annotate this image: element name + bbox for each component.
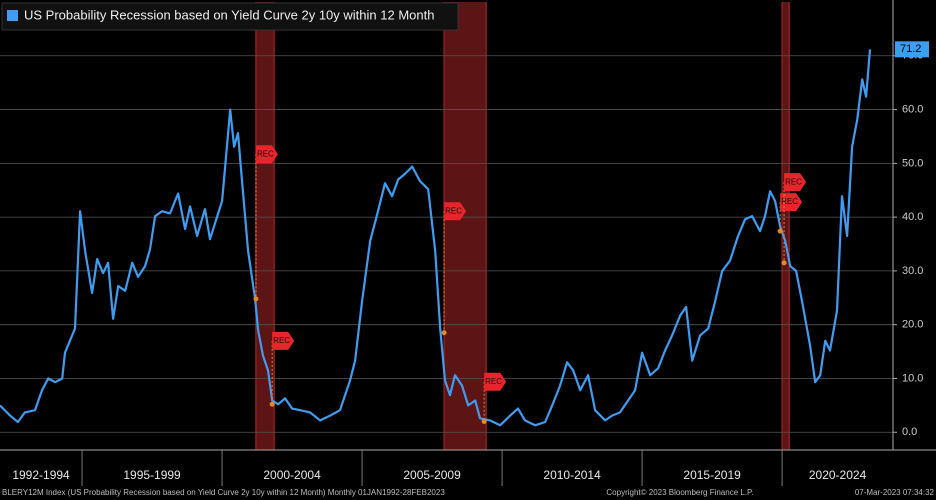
annotation-flag [780, 193, 803, 212]
y-tick-label: 30.0 [902, 265, 923, 277]
annotation-label: REC [257, 149, 274, 158]
annotation-flag [255, 145, 278, 164]
annotation-label: REC [785, 177, 802, 186]
x-band-label: 1995-1999 [123, 468, 181, 482]
legend-box [1, 2, 459, 31]
legend-label: US Probability Recession based on Yield … [24, 7, 434, 22]
recession-band [782, 2, 790, 450]
x-band-label: 2015-2019 [683, 468, 741, 482]
legend: US Probability Recession based on Yield … [1, 2, 459, 31]
footer-center: Copyright© 2023 Bloomberg Finance L.P. [606, 488, 753, 497]
series-line [0, 49, 872, 427]
annotation-point [781, 260, 787, 266]
annotation-point [269, 401, 275, 407]
annotation-flag [444, 202, 467, 221]
annotation-flag [272, 331, 295, 350]
y-tick-label: 0.0 [902, 426, 917, 438]
annotation-label: REC [485, 377, 502, 386]
last-value-tag [895, 41, 929, 58]
y-tick-label: 10.0 [902, 372, 923, 384]
x-band-label: 2000-2004 [263, 468, 321, 482]
annotation-point [777, 228, 783, 234]
y-tick-label: 60.0 [902, 103, 923, 115]
annotation-label: REC [273, 336, 290, 345]
annotation-flag [784, 173, 807, 192]
x-band-label: 1992-1994 [12, 468, 70, 482]
plot-layer: 0.010.020.030.040.050.060.070.01992-1994… [0, 0, 936, 486]
legend-swatch [7, 10, 18, 21]
annotation-label: REC [781, 197, 798, 206]
last-value-label: 71.2 [900, 43, 921, 55]
footer-right: 07-Mar-2023 07:34:32 [855, 488, 935, 497]
x-band-label: 2010-2014 [543, 468, 601, 482]
annotation-flag [484, 372, 507, 391]
y-tick-label: 20.0 [902, 319, 923, 331]
annotation-point [441, 330, 447, 336]
recession-band [444, 2, 487, 450]
x-band-label: 2020-2024 [809, 468, 867, 482]
x-band-label: 2005-2009 [403, 468, 461, 482]
annotation-point [253, 296, 259, 302]
footer-left: BLERY12M Index (US Probability Recession… [2, 488, 445, 497]
recession-band [255, 2, 275, 450]
annotation-label: REC [445, 206, 462, 215]
y-tick-label: 40.0 [902, 211, 923, 223]
annotation-point [481, 418, 487, 424]
y-tick-label: 50.0 [902, 157, 923, 169]
